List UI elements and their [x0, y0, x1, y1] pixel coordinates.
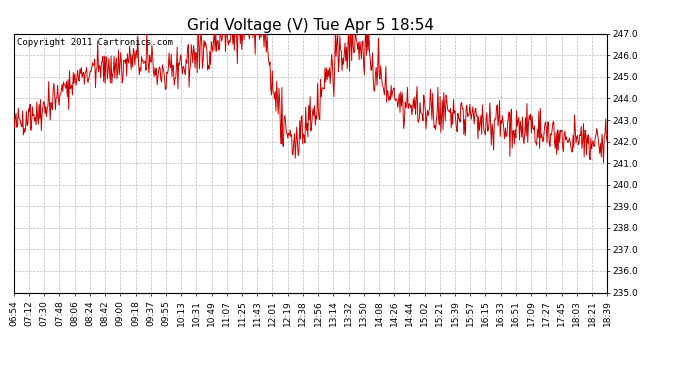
Title: Grid Voltage (V) Tue Apr 5 18:54: Grid Voltage (V) Tue Apr 5 18:54: [187, 18, 434, 33]
Text: Copyright 2011 Cartronics.com: Copyright 2011 Cartronics.com: [17, 38, 172, 46]
